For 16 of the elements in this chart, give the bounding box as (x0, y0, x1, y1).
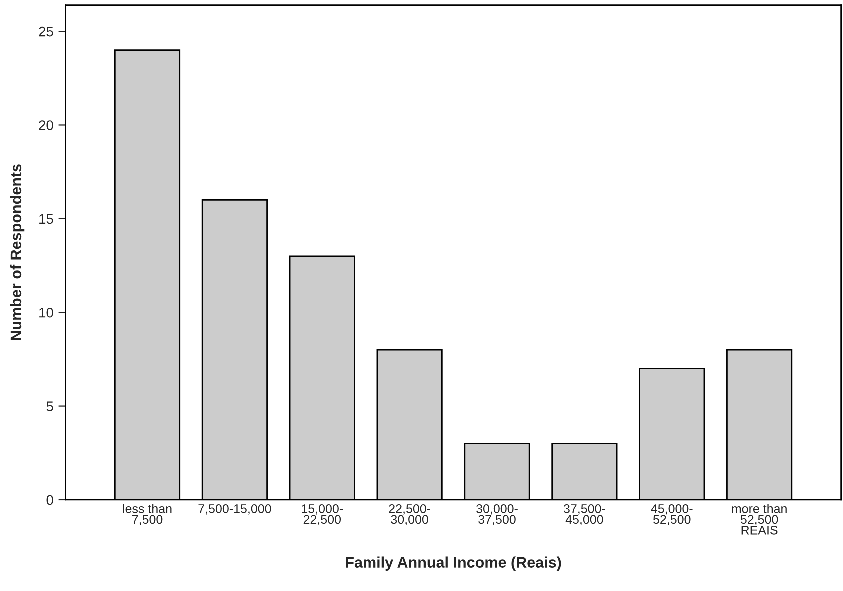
y-tick-label: 15 (40, 214, 54, 224)
y-tick-label: 25 (39, 26, 54, 37)
x-tick-label: 7,500-15,000 (198, 504, 272, 515)
y-tick-label: 20 (39, 120, 54, 130)
x-tick-label: more than 52,500 REAIS (732, 504, 787, 535)
x-tick-label: 45,000- 52,500 (651, 504, 693, 526)
y-tick-label: 5 (46, 402, 54, 412)
y-axis-title: Number of Respondents (10, 164, 25, 340)
x-tick-label: less than 7,500 (123, 504, 172, 526)
x-axis-title: Family Annual Income (Reais) (346, 556, 562, 571)
x-tick-label: 15,000- 22,500 (302, 504, 344, 526)
x-tick-label: 22,500- 30,000 (389, 504, 430, 526)
x-tick-label: 30,000- 37,500 (476, 504, 518, 526)
y-tick-label: 10 (40, 308, 54, 318)
y-tick-label: 0 (46, 495, 54, 506)
x-tick-label: 37,500- 45,000 (564, 504, 606, 526)
